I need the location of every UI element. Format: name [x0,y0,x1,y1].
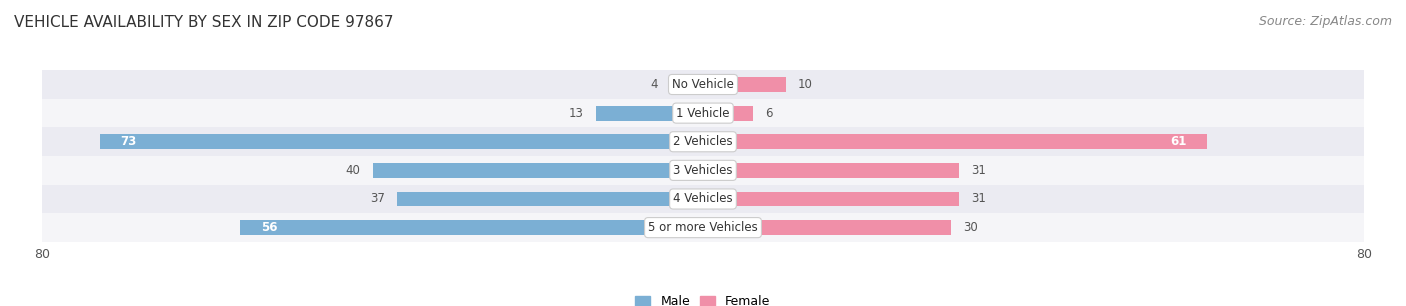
Legend: Male, Female: Male, Female [630,290,776,306]
Bar [703,106,752,121]
Bar [703,220,950,235]
Bar [240,220,703,235]
Bar [703,192,959,207]
Text: 2 Vehicles: 2 Vehicles [673,135,733,148]
Text: 10: 10 [799,78,813,91]
Text: Source: ZipAtlas.com: Source: ZipAtlas.com [1258,15,1392,28]
Bar [42,127,1364,156]
Text: VEHICLE AVAILABILITY BY SEX IN ZIP CODE 97867: VEHICLE AVAILABILITY BY SEX IN ZIP CODE … [14,15,394,30]
Text: 61: 61 [1170,135,1187,148]
Bar [669,77,703,92]
Text: 73: 73 [121,135,136,148]
Text: 40: 40 [346,164,360,177]
Bar [703,134,1206,149]
Bar [42,70,1364,99]
Bar [100,134,703,149]
Text: 56: 56 [262,221,277,234]
Bar [42,213,1364,242]
Bar [398,192,703,207]
Bar [703,163,959,178]
Text: 4: 4 [650,78,658,91]
Text: 5 or more Vehicles: 5 or more Vehicles [648,221,758,234]
Text: 30: 30 [963,221,979,234]
Text: 37: 37 [370,192,385,206]
Bar [703,77,786,92]
Bar [42,156,1364,185]
Text: 13: 13 [568,106,583,120]
Text: 3 Vehicles: 3 Vehicles [673,164,733,177]
Bar [373,163,703,178]
Text: 31: 31 [972,164,987,177]
Text: 6: 6 [765,106,772,120]
Bar [596,106,703,121]
Bar [42,99,1364,127]
Text: 31: 31 [972,192,987,206]
Text: 4 Vehicles: 4 Vehicles [673,192,733,206]
Text: No Vehicle: No Vehicle [672,78,734,91]
Text: 1 Vehicle: 1 Vehicle [676,106,730,120]
Bar [42,185,1364,213]
